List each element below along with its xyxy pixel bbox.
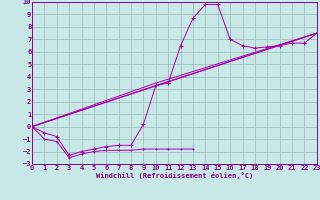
X-axis label: Windchill (Refroidissement éolien,°C): Windchill (Refroidissement éolien,°C) xyxy=(96,172,253,179)
